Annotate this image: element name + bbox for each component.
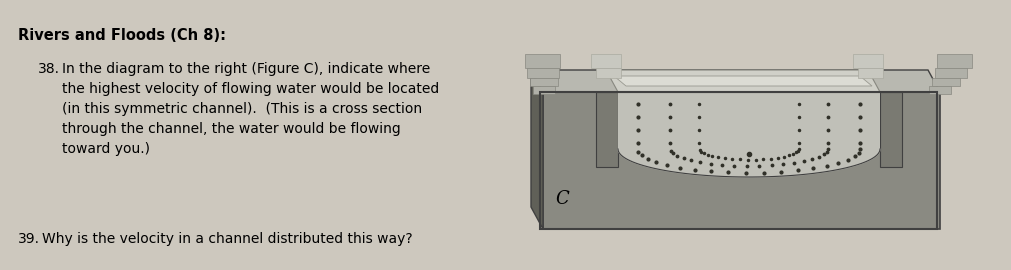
Bar (543, 92, 939, 229)
Text: (in this symmetric channel).  (This is a cross section: (in this symmetric channel). (This is a … (62, 102, 422, 116)
Text: Why is the velocity in a channel distributed this way?: Why is the velocity in a channel distrib… (42, 232, 412, 246)
Text: toward you.): toward you.) (62, 142, 150, 156)
Text: 38.: 38. (38, 62, 60, 76)
Bar (928, 86, 950, 94)
Bar (852, 54, 883, 68)
Bar (540, 92, 936, 229)
Bar (527, 68, 558, 78)
Bar (590, 54, 621, 68)
Text: In the diagram to the right (Figure C), indicate where: In the diagram to the right (Figure C), … (62, 62, 430, 76)
Polygon shape (531, 70, 939, 92)
Polygon shape (614, 76, 871, 86)
Text: Rivers and Floods (Ch 8):: Rivers and Floods (Ch 8): (18, 28, 225, 43)
Text: 39.: 39. (18, 232, 40, 246)
Bar (857, 68, 883, 78)
Bar (934, 68, 967, 78)
Text: C: C (554, 190, 568, 208)
Bar (595, 92, 618, 167)
Text: the highest velocity of flowing water would be located: the highest velocity of flowing water wo… (62, 82, 439, 96)
Bar (525, 54, 559, 68)
Bar (595, 68, 621, 78)
Bar (533, 86, 554, 94)
Polygon shape (606, 70, 880, 92)
Polygon shape (618, 149, 880, 177)
Bar (936, 54, 971, 68)
Bar (618, 92, 880, 149)
Polygon shape (531, 70, 543, 229)
Bar (530, 78, 557, 86)
Text: through the channel, the water would be flowing: through the channel, the water would be … (62, 122, 400, 136)
Bar (880, 92, 901, 167)
Bar (931, 78, 959, 86)
